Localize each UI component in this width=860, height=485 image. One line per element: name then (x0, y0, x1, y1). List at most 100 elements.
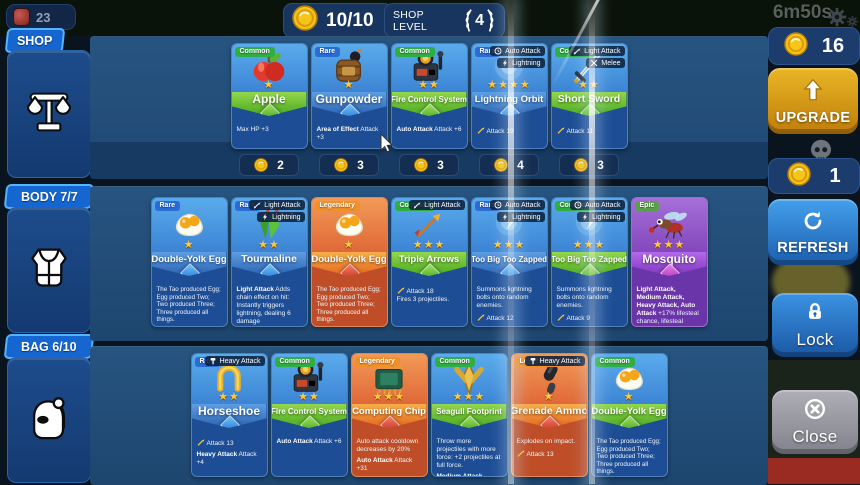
gem-counter: 23 (6, 4, 76, 30)
item-card-fire-control-system[interactable]: ★★ Fire Control System Common Auto Attack A… (390, 43, 468, 149)
coin-icon (784, 31, 808, 61)
coin-balance: 16 (768, 27, 860, 65)
coin-icon (787, 161, 812, 191)
tag-auto-attack: Auto Attack (490, 46, 545, 56)
close-button[interactable]: Close (772, 390, 858, 454)
lock-button[interactable]: Lock (772, 293, 858, 357)
item-card-seagull-footprint[interactable]: ★★★ Seagull Footprint Common Throw more pro… (430, 353, 508, 477)
shop-offer-row: ★ Apple Common Max HP +3 2 ★ Gunpowder Rare Area… (90, 36, 768, 179)
rarity-badge: Common (434, 357, 475, 367)
settings-gear-icon[interactable] (826, 6, 859, 33)
item-card-double-yolk-egg[interactable]: ★ Double-Yolk Egg Rare The Tao produced Egg… (150, 197, 228, 327)
item-card-fire-control-system[interactable]: ★★ Fire Control System Common Auto Attack A… (270, 353, 348, 477)
item-description: Explodes on impact. Attack 13 (516, 438, 576, 458)
tab-bag[interactable]: BAG 6/10 (3, 334, 95, 359)
item-card-too-big-too-zapped[interactable]: ★★★ Too Big Too Zapped Rare Auto Attack Ligh… (470, 197, 548, 327)
star-rating: ★★★ (372, 391, 406, 403)
item-name: Horseshoe (197, 404, 261, 418)
star-rating: ★★ (298, 391, 320, 403)
rarity-badge: Legendary (314, 201, 360, 211)
price-chip: 2 (239, 154, 299, 176)
item-name: Short Sword (557, 93, 621, 105)
tag-lightning: Lightning (257, 212, 305, 222)
item-name: Double-Yolk Egg (311, 254, 387, 265)
item-description: Throw more projectiles with more force: … (436, 438, 501, 477)
item-card-computing-chip[interactable]: ★★★ Computing Chip Legendary Auto attack co… (350, 353, 428, 477)
item-name-banner: Tourmaline (231, 252, 307, 276)
item-description: The Tao produced Egg; Egg produced Two; … (316, 286, 381, 324)
laurel-icon: 4 (463, 8, 496, 34)
tab-bag-label: BAG 6/10 (21, 339, 77, 354)
arrow-up-icon (800, 77, 826, 108)
refresh-label: REFRESH (777, 239, 849, 256)
tag-list: Heavy Attack (204, 356, 265, 366)
tag-light-attack: Light Attack (409, 200, 465, 210)
coin-icon (292, 5, 318, 36)
rarity-badge: Rare (314, 47, 341, 57)
match-timer: 6m50s (772, 2, 832, 23)
item-card-triple-arrows[interactable]: ★★★Triple ArrowsCommonLight AttackAttack… (390, 197, 468, 327)
item-name-banner: Short Sword (551, 92, 627, 116)
item-description: Area of Effect Attack +3 (316, 126, 379, 141)
item-name: Fire Control System (271, 407, 348, 416)
item-name-banner: Lightning Orbit (471, 92, 547, 116)
item-name: Triple Arrows (398, 254, 460, 265)
tag-auto-attack: Auto Attack (490, 200, 545, 210)
item-card-double-yolk-egg[interactable]: ★ Double-Yolk Egg Legendary The Tao produce… (310, 197, 388, 327)
item-name-banner: Double-Yolk Egg (151, 252, 227, 276)
item-card-double-yolk-egg[interactable]: ★ Double-Yolk Egg Common The Tao produced E… (590, 353, 668, 477)
price-value: 3 (597, 158, 604, 172)
shop-section-button[interactable] (7, 50, 91, 178)
item-card-grenade-ammo[interactable]: ★Grenade AmmoLegendaryHeavy AttackExplod… (510, 353, 588, 477)
gem-icon (13, 8, 30, 26)
star-rating: ★★★★ (487, 79, 531, 91)
price-value: 3 (357, 158, 364, 172)
item-description: The Tao produced Egg; Egg produced Two; … (596, 438, 661, 476)
item-name: Apple (252, 92, 286, 106)
star-rating: ★★★ (652, 239, 686, 251)
item-name-banner: Horseshoe (191, 404, 267, 428)
rarity-badge: Legendary (354, 357, 400, 367)
lock-icon (804, 301, 826, 328)
item-card-short-sword[interactable]: ★★Short SwordCommonLight AttackMeleeAtta… (550, 43, 628, 149)
item-description: Auto attack cooldown decreases by 20% Aut… (356, 438, 419, 472)
item-description: Auto Attack Attack +6 (396, 126, 462, 133)
tab-body-label: BODY 7/7 (20, 189, 78, 204)
price-value: 4 (517, 158, 524, 172)
item-card-gunpowder[interactable]: ★ Gunpowder Rare Area of Effect Attack +3 (310, 43, 388, 149)
tag-list: Light Attack Melee (569, 46, 625, 68)
item-card-too-big-too-zapped[interactable]: ★★★Too Big Too ZappedCommonAuto AttackLi… (550, 197, 628, 327)
price-chip: 3 (319, 154, 379, 176)
tag-melee: Melee (586, 58, 625, 68)
tag-list: Light Attack (409, 200, 465, 210)
tag-heavy-attack: Heavy Attack (204, 356, 265, 366)
item-name-banner: Fire Control System (391, 92, 467, 116)
tag-heavy-attack: Heavy Attack (524, 356, 585, 366)
item-name: Mosquito (642, 252, 696, 266)
item-name-banner: Fire Control System (271, 404, 348, 428)
rarity-badge: Common (274, 357, 315, 367)
item-name-banner: Too Big Too Zapped (471, 252, 547, 276)
item-name-banner: Computing Chip (351, 404, 427, 428)
star-rating: ★ (623, 391, 635, 403)
item-card-tourmaline[interactable]: ★★ Tourmaline Rare Light Attack Lightning Lig… (230, 197, 308, 327)
rarity-badge: Rare (234, 201, 261, 211)
price-chip: 4 (479, 154, 539, 176)
item-card-lightning-orbit[interactable]: ★★★★ Lightning Orbit Rare Auto Attack Lightn… (470, 43, 548, 149)
item-name: Double-Yolk Egg (591, 406, 667, 417)
upgrade-button[interactable]: UPGRADE (768, 68, 858, 134)
rarity-badge: Common (234, 47, 275, 57)
item-card-mosquito[interactable]: ★★★ Mosquito Epic Light Attack, Medium Atta… (630, 197, 708, 327)
upgrade-cost-value: 1 (829, 164, 841, 187)
item-card-apple[interactable]: ★ Apple Common Max HP +3 (230, 43, 308, 149)
item-description: Attack 19 (472, 116, 547, 148)
shop-level-badge: SHOP LEVEL 4 (384, 3, 505, 38)
bag-section-button[interactable] (7, 357, 91, 483)
tab-body[interactable]: BODY 7/7 (3, 184, 95, 209)
tag-lightning: Lightning (577, 212, 625, 222)
body-section-button[interactable] (7, 207, 91, 333)
price-value: 2 (277, 158, 284, 172)
refresh-button[interactable]: REFRESH (768, 199, 858, 265)
